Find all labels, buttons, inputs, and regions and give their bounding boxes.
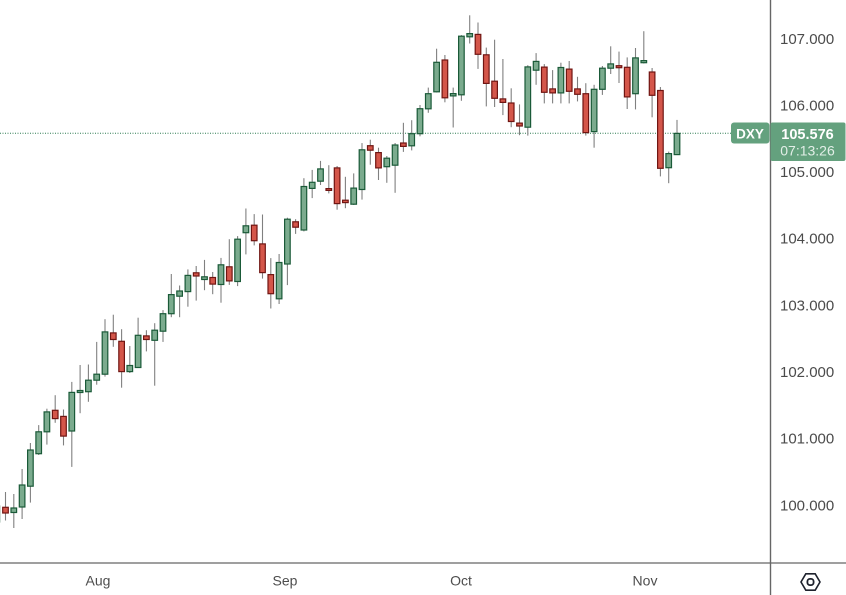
- svg-text:DXY: DXY: [736, 127, 764, 142]
- svg-text:100.000: 100.000: [780, 497, 834, 514]
- svg-text:Aug: Aug: [86, 573, 111, 589]
- svg-text:07:13:26: 07:13:26: [780, 143, 835, 159]
- svg-text:107.000: 107.000: [780, 31, 834, 48]
- svg-text:105.000: 105.000: [780, 164, 834, 181]
- svg-text:104.000: 104.000: [780, 231, 834, 248]
- svg-text:Sep: Sep: [273, 573, 298, 589]
- svg-text:103.000: 103.000: [780, 297, 834, 314]
- svg-text:106.000: 106.000: [780, 97, 834, 114]
- svg-text:Oct: Oct: [450, 573, 472, 589]
- svg-text:105.576: 105.576: [781, 127, 833, 143]
- svg-text:Nov: Nov: [633, 573, 658, 589]
- svg-text:101.000: 101.000: [780, 431, 834, 448]
- svg-text:102.000: 102.000: [780, 364, 834, 381]
